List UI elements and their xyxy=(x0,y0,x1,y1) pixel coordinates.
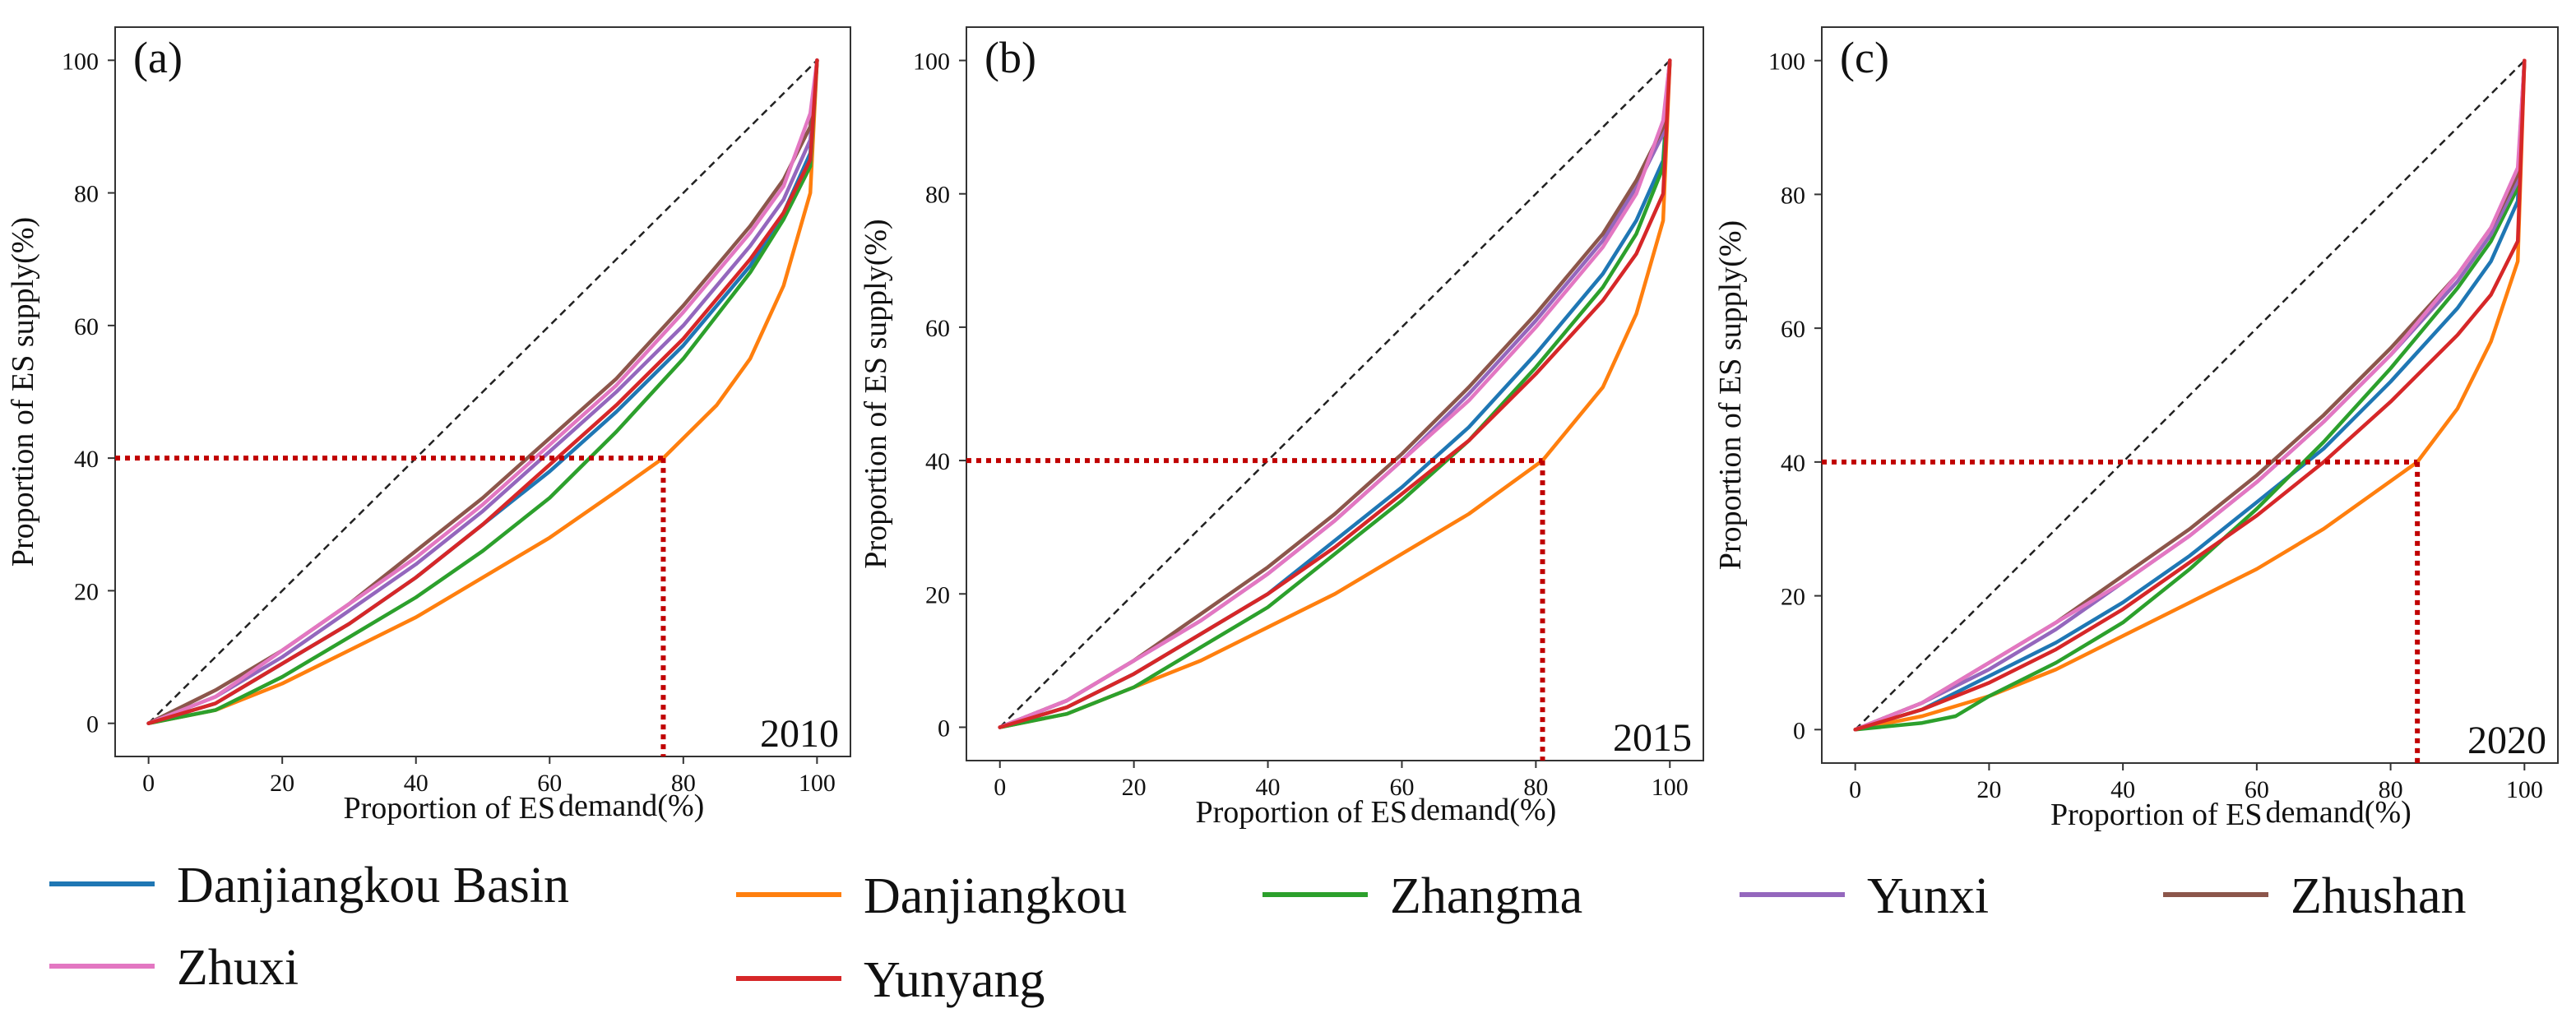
x-tick-label: 0 xyxy=(1849,776,1861,803)
x-tick-label: 60 xyxy=(537,770,562,797)
y-tick-label: 20 xyxy=(925,581,950,608)
y-tick-label: 100 xyxy=(1768,49,1805,76)
series-line-yunxi xyxy=(146,58,819,725)
panel-label: (b) xyxy=(985,33,1036,82)
x-tick-label: 40 xyxy=(1256,774,1281,801)
y-tick-label: 80 xyxy=(74,181,99,208)
legend-label: Danjiangkou Basin xyxy=(177,858,569,914)
legend-item-danjiangkou-basin: Danjiangkou Basin xyxy=(49,858,569,914)
x-tick-label: 20 xyxy=(1976,776,2001,803)
legend-label: Yunxi xyxy=(1867,868,1989,924)
plot-area xyxy=(146,58,819,725)
legend-item-zhushan: Zhushan xyxy=(2163,868,2467,924)
year-label: 2010 xyxy=(760,712,839,756)
y-tick-label: 100 xyxy=(913,49,950,76)
legend-label: Danjiangkou xyxy=(864,868,1127,924)
legend-item-danjiangkou: Danjiangkou xyxy=(736,868,1127,924)
x-tick-label: 100 xyxy=(799,770,836,797)
y-tick-label: 40 xyxy=(74,446,99,473)
x-tick-label: 0 xyxy=(142,770,155,797)
x-axis-title-prefix: Proportion of ES xyxy=(2050,798,2263,832)
x-axis-title-prefix: Proportion of ES xyxy=(1195,795,1407,830)
plot-area xyxy=(1853,58,2527,732)
plot-frame xyxy=(1821,26,2559,764)
y-axis-title: Proportion of ES supply(%) xyxy=(859,219,893,568)
series-line-zhuxi xyxy=(146,58,819,725)
series-line-zhuxi xyxy=(1853,58,2527,732)
panel-label: (a) xyxy=(133,33,183,82)
series-line-yunyang xyxy=(1853,58,2527,732)
chart-panel-3: 0 20 40 60 80 100 0 20 40 60 80 100 (c) 2020 Proportio… xyxy=(1713,26,2559,832)
series-line-danjiangkou xyxy=(146,58,819,725)
legend-item-zhangma: Zhangma xyxy=(1263,868,1582,924)
equality-reference-line xyxy=(1854,59,2526,731)
x-tick-label: 40 xyxy=(2110,776,2135,803)
legend-label: Yunyang xyxy=(864,952,1045,1008)
x-tick-label: 80 xyxy=(671,770,696,797)
chart-panel-1: 0 20 40 60 80 100 0 20 40 60 80 100 (a) 2010 Proportio… xyxy=(6,26,851,826)
panel-label: (c) xyxy=(1840,33,1889,82)
year-label: 2015 xyxy=(1613,716,1692,760)
x-tick-label: 80 xyxy=(1523,774,1548,801)
series-line-yunyang xyxy=(146,58,819,725)
series-line-zhangma xyxy=(146,58,819,725)
y-tick-label: 20 xyxy=(1781,584,1805,611)
chart-panels: 0 20 40 60 80 100 0 20 40 60 80 100 (a) 2010 Proportio… xyxy=(6,26,2559,832)
series-line-yunyang xyxy=(998,58,1672,729)
y-tick-label: 40 xyxy=(1781,450,1805,477)
legend-item-zhuxi: Zhuxi xyxy=(49,940,299,996)
y-tick-label: 0 xyxy=(938,715,950,742)
x-tick-label: 20 xyxy=(1122,774,1147,801)
plot-frame xyxy=(114,26,851,757)
x-tick-label: 40 xyxy=(404,770,429,797)
legend-label: Zhushan xyxy=(2291,868,2467,924)
y-axis-title: Proportion of ES supply(%) xyxy=(6,217,40,567)
equality-reference-line xyxy=(998,59,1671,729)
y-tick-label: 80 xyxy=(1781,182,1805,209)
plot-frame xyxy=(966,26,1704,761)
y-tick-label: 40 xyxy=(925,448,950,475)
plot-area xyxy=(998,58,1672,729)
chart-panel-2: 0 20 40 60 80 100 0 20 40 60 80 100 (b) 2015 Proportio… xyxy=(859,26,1704,830)
x-tick-label: 80 xyxy=(2379,776,2403,803)
legend-item-yunyang: Yunyang xyxy=(736,952,1045,1008)
legend-label: Zhangma xyxy=(1390,868,1582,924)
y-tick-label: 100 xyxy=(62,48,99,75)
x-axis-title-prefix: Proportion of ES xyxy=(343,791,555,826)
y-tick-label: 80 xyxy=(925,182,950,209)
x-axis-title-suffix: demand(%) xyxy=(1411,793,1556,827)
x-tick-label: 100 xyxy=(1652,774,1689,801)
series-line-danjiangkou-basin xyxy=(1853,58,2527,732)
x-tick-label: 100 xyxy=(2506,776,2543,803)
y-tick-label: 0 xyxy=(86,711,99,738)
x-tick-label: 20 xyxy=(270,770,294,797)
x-tick-label: 60 xyxy=(2245,776,2269,803)
series-line-zhangma xyxy=(998,58,1672,729)
y-tick-label: 60 xyxy=(74,313,99,340)
x-axis-title-suffix: demand(%) xyxy=(558,789,704,823)
y-tick-label: 20 xyxy=(74,578,99,605)
equality-reference-line xyxy=(147,59,818,724)
y-tick-label: 0 xyxy=(1793,717,1805,744)
y-axis-title: Proportion of ES supply(%) xyxy=(1713,220,1748,570)
y-tick-label: 60 xyxy=(925,315,950,342)
legend-item-yunxi: Yunxi xyxy=(1740,868,1989,924)
legend-label: Zhuxi xyxy=(177,940,299,996)
legend: Danjiangkou Basin Danjiangkou Zhangma Yunxi… xyxy=(49,858,2467,1008)
x-axis-title-suffix: demand(%) xyxy=(2266,795,2412,830)
y-tick-label: 60 xyxy=(1781,316,1805,343)
x-tick-label: 0 xyxy=(994,774,1006,801)
year-label: 2020 xyxy=(2467,719,2546,762)
x-tick-label: 60 xyxy=(1389,774,1414,801)
